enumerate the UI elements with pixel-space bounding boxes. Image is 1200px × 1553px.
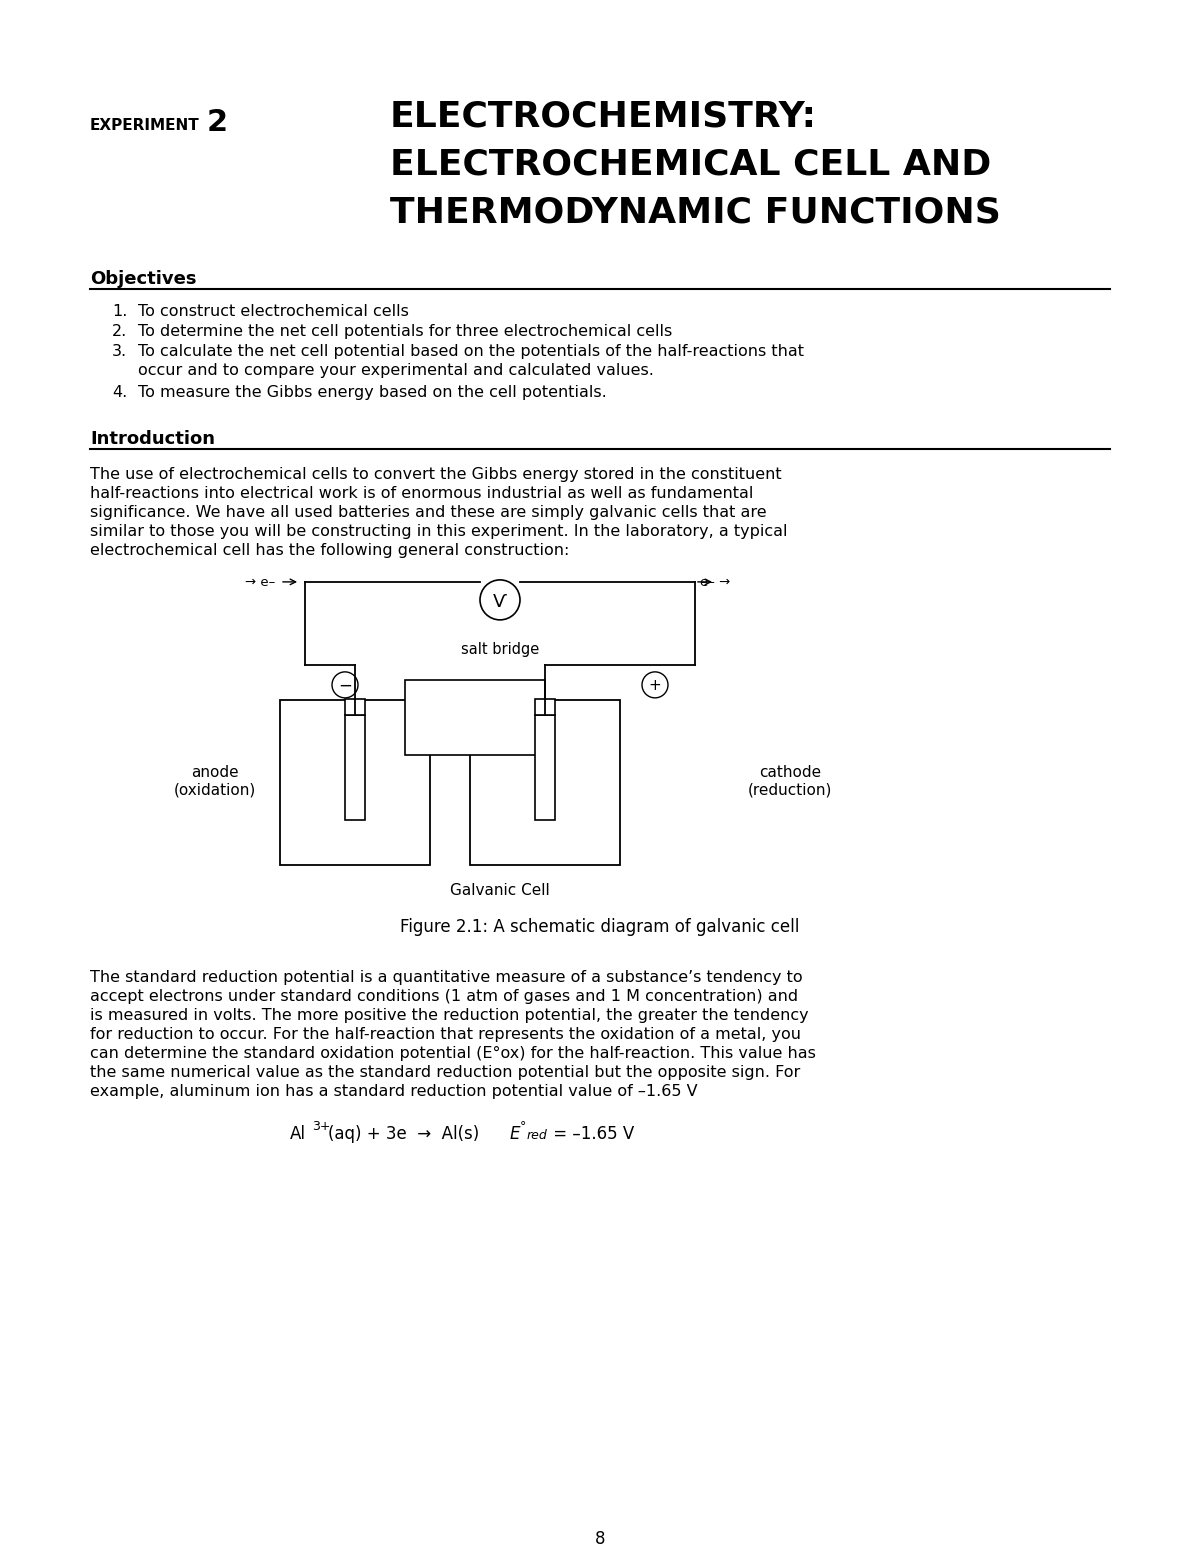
Text: salt bridge: salt bridge <box>461 641 539 657</box>
Bar <box>535 699 554 714</box>
Text: 4.: 4. <box>112 385 127 401</box>
Text: (reduction): (reduction) <box>748 783 832 798</box>
Text: can determine the standard oxidation potential (E°ox) for the half-reaction. Thi: can determine the standard oxidation pot… <box>90 1045 816 1061</box>
Text: 2: 2 <box>208 109 228 137</box>
Text: EXPERIMENT: EXPERIMENT <box>90 118 199 134</box>
Text: The standard reduction potential is a quantitative measure of a substance’s tend: The standard reduction potential is a qu… <box>90 969 803 985</box>
Text: E: E <box>510 1124 521 1143</box>
Text: accept electrons under standard conditions (1 atm of gases and 1 M concentration: accept electrons under standard conditio… <box>90 989 798 1003</box>
Text: ELECTROCHEMICAL CELL AND: ELECTROCHEMICAL CELL AND <box>390 148 991 182</box>
Text: 3.: 3. <box>112 343 127 359</box>
Text: 3+: 3+ <box>312 1120 330 1132</box>
Text: half-reactions into electrical work is of enormous industrial as well as fundame: half-reactions into electrical work is o… <box>90 486 754 502</box>
Text: Al: Al <box>290 1124 306 1143</box>
Text: To measure the Gibbs energy based on the cell potentials.: To measure the Gibbs energy based on the… <box>138 385 607 401</box>
Text: THERMODYNAMIC FUNCTIONS: THERMODYNAMIC FUNCTIONS <box>390 196 1001 230</box>
Text: = –1.65 V: = –1.65 V <box>548 1124 635 1143</box>
Text: Galvanic Cell: Galvanic Cell <box>450 882 550 898</box>
Text: e– →: e– → <box>700 576 731 590</box>
Text: cathode: cathode <box>758 766 821 780</box>
Text: Objectives: Objectives <box>90 270 197 287</box>
Text: example, aluminum ion has a standard reduction potential value of –1.65 V: example, aluminum ion has a standard red… <box>90 1084 697 1100</box>
Bar <box>535 714 554 820</box>
Bar <box>470 700 620 865</box>
Text: is measured in volts. The more positive the reduction potential, the greater the: is measured in volts. The more positive … <box>90 1008 809 1023</box>
Text: electrochemical cell has the following general construction:: electrochemical cell has the following g… <box>90 544 569 558</box>
Text: occur and to compare your experimental and calculated values.: occur and to compare your experimental a… <box>138 363 654 377</box>
Text: red: red <box>527 1129 547 1141</box>
Text: Ѵ: Ѵ <box>493 593 508 610</box>
Bar <box>346 699 365 714</box>
Text: the same numerical value as the standard reduction potential but the opposite si: the same numerical value as the standard… <box>90 1065 800 1079</box>
Text: °: ° <box>520 1120 527 1132</box>
Text: (oxidation): (oxidation) <box>174 783 256 798</box>
Text: −: − <box>338 677 352 694</box>
Text: To construct electrochemical cells: To construct electrochemical cells <box>138 304 409 318</box>
Text: → e–: → e– <box>245 576 275 590</box>
Text: ELECTROCHEMISTRY:: ELECTROCHEMISTRY: <box>390 99 817 134</box>
Text: 1.: 1. <box>112 304 127 318</box>
Text: The use of electrochemical cells to convert the Gibbs energy stored in the const: The use of electrochemical cells to conv… <box>90 467 781 481</box>
Text: Introduction: Introduction <box>90 430 215 447</box>
Bar <box>406 680 545 755</box>
Text: anode: anode <box>191 766 239 780</box>
Text: Figure 2.1: A schematic diagram of galvanic cell: Figure 2.1: A schematic diagram of galva… <box>401 918 799 936</box>
Bar <box>280 700 430 865</box>
Text: +: + <box>649 679 661 693</box>
Text: To determine the net cell potentials for three electrochemical cells: To determine the net cell potentials for… <box>138 325 672 339</box>
Text: for reduction to occur. For the half-reaction that represents the oxidation of a: for reduction to occur. For the half-rea… <box>90 1027 802 1042</box>
Text: 2.: 2. <box>112 325 127 339</box>
Text: similar to those you will be constructing in this experiment. In the laboratory,: similar to those you will be constructin… <box>90 523 787 539</box>
Bar <box>346 714 365 820</box>
Text: 8: 8 <box>595 1530 605 1548</box>
Text: To calculate the net cell potential based on the potentials of the half-reaction: To calculate the net cell potential base… <box>138 343 804 359</box>
Text: significance. We have all used batteries and these are simply galvanic cells tha: significance. We have all used batteries… <box>90 505 767 520</box>
Text: (aq) + 3e  →  Al(s): (aq) + 3e → Al(s) <box>328 1124 479 1143</box>
